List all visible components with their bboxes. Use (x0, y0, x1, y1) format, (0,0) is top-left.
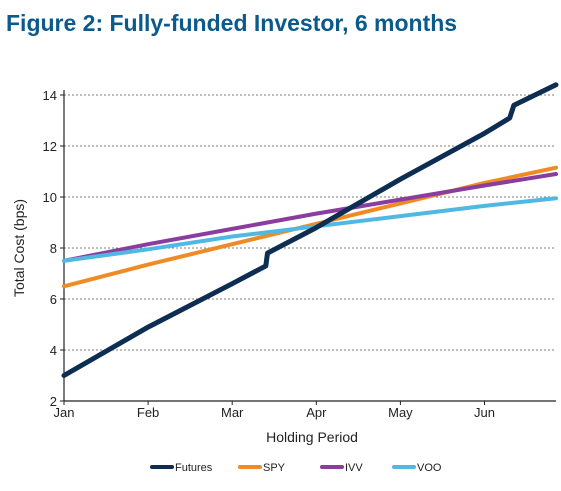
x-tick-label-feb: Feb (137, 405, 159, 420)
legend-label-ivv: IVV (345, 462, 363, 474)
series-line-spy (62, 165, 558, 289)
y-tick-label-12: 12 (43, 139, 57, 154)
y-tick-label-4: 4 (50, 343, 57, 358)
legend-label-spy: SPY (263, 462, 286, 474)
y-tick-label-14: 14 (43, 88, 57, 103)
x-tick-label-jan: Jan (54, 405, 75, 420)
figure-title: Figure 2: Fully-funded Investor, 6 month… (6, 10, 458, 36)
x-tick-label-mar: Mar (221, 405, 244, 420)
legend: Futures SPY IVV VOO (150, 462, 442, 474)
axes (60, 90, 556, 405)
series-line-futures (61, 82, 559, 378)
x-tick-label-may: May (388, 405, 413, 420)
y-tick-label-8: 8 (50, 241, 57, 256)
legend-label-voo: VOO (417, 462, 442, 474)
y-tick-label-10: 10 (43, 190, 57, 205)
legend-label-futures: Futures (175, 462, 213, 474)
y-tick-label-6: 6 (50, 292, 57, 307)
series-lines (61, 82, 559, 378)
y-axis-label: Total Cost (bps) (11, 199, 27, 297)
x-tick-label-jun: Jun (474, 405, 495, 420)
x-tick-label-apr: Apr (306, 405, 327, 420)
x-axis-label: Holding Period (266, 429, 358, 445)
y-tick-label-2: 2 (50, 394, 57, 409)
series-line-ivv (62, 172, 558, 263)
tick-labels: 2 4 6 8 10 12 14 Jan Feb Mar Apr May Jun (43, 88, 495, 420)
